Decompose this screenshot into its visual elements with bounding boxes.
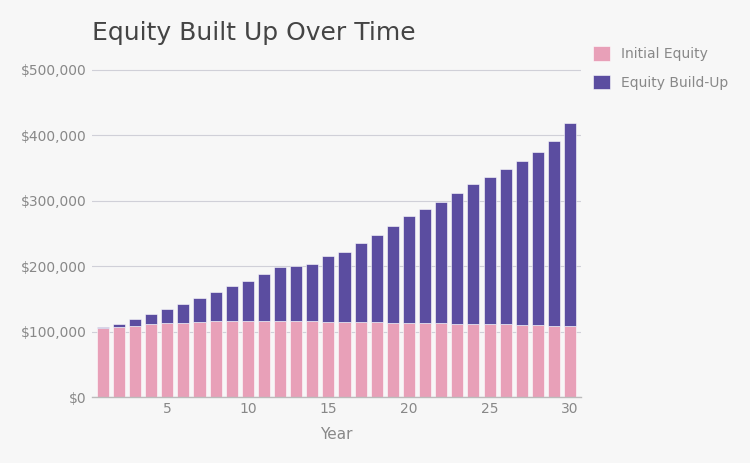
Bar	[338, 322, 350, 397]
Bar	[226, 287, 238, 321]
Bar	[338, 252, 350, 322]
Bar	[435, 202, 447, 323]
Bar	[129, 319, 141, 326]
Bar	[242, 281, 254, 321]
Bar	[452, 193, 464, 324]
Bar	[403, 216, 415, 323]
Bar	[322, 257, 334, 322]
Bar	[484, 325, 496, 397]
Bar	[274, 268, 286, 321]
Bar	[258, 321, 270, 397]
X-axis label: Year: Year	[320, 427, 352, 442]
Bar	[226, 321, 238, 397]
Bar	[194, 322, 206, 397]
Bar	[290, 265, 302, 321]
Bar	[564, 123, 576, 326]
Bar	[484, 177, 496, 325]
Bar	[129, 326, 141, 397]
Bar	[419, 323, 431, 397]
Bar	[242, 321, 254, 397]
Bar	[146, 325, 158, 397]
Bar	[258, 274, 270, 321]
Bar	[516, 325, 528, 397]
Bar	[161, 323, 173, 397]
Bar	[177, 323, 190, 397]
Bar	[564, 326, 576, 397]
Bar	[322, 322, 334, 397]
Bar	[500, 325, 512, 397]
Bar	[548, 141, 560, 326]
Bar	[467, 184, 479, 324]
Bar	[355, 322, 367, 397]
Bar	[370, 235, 382, 322]
Bar	[387, 225, 399, 323]
Bar	[532, 325, 544, 397]
Bar	[516, 161, 528, 325]
Bar	[209, 321, 222, 397]
Bar	[177, 304, 190, 323]
Bar	[97, 327, 109, 328]
Bar	[274, 321, 286, 397]
Bar	[532, 151, 544, 325]
Legend: Initial Equity, Equity Build-Up: Initial Equity, Equity Build-Up	[593, 46, 728, 90]
Bar	[97, 328, 109, 397]
Bar	[355, 243, 367, 322]
Bar	[370, 322, 382, 397]
Bar	[306, 263, 318, 321]
Bar	[500, 169, 512, 325]
Bar	[113, 324, 125, 327]
Bar	[113, 327, 125, 397]
Bar	[290, 321, 302, 397]
Text: Equity Built Up Over Time: Equity Built Up Over Time	[92, 21, 416, 45]
Bar	[452, 324, 464, 397]
Bar	[548, 326, 560, 397]
Bar	[403, 323, 415, 397]
Bar	[306, 321, 318, 397]
Bar	[209, 292, 222, 321]
Bar	[161, 309, 173, 323]
Bar	[387, 323, 399, 397]
Bar	[194, 298, 206, 322]
Bar	[146, 314, 158, 325]
Bar	[435, 323, 447, 397]
Bar	[419, 208, 431, 323]
Bar	[467, 324, 479, 397]
